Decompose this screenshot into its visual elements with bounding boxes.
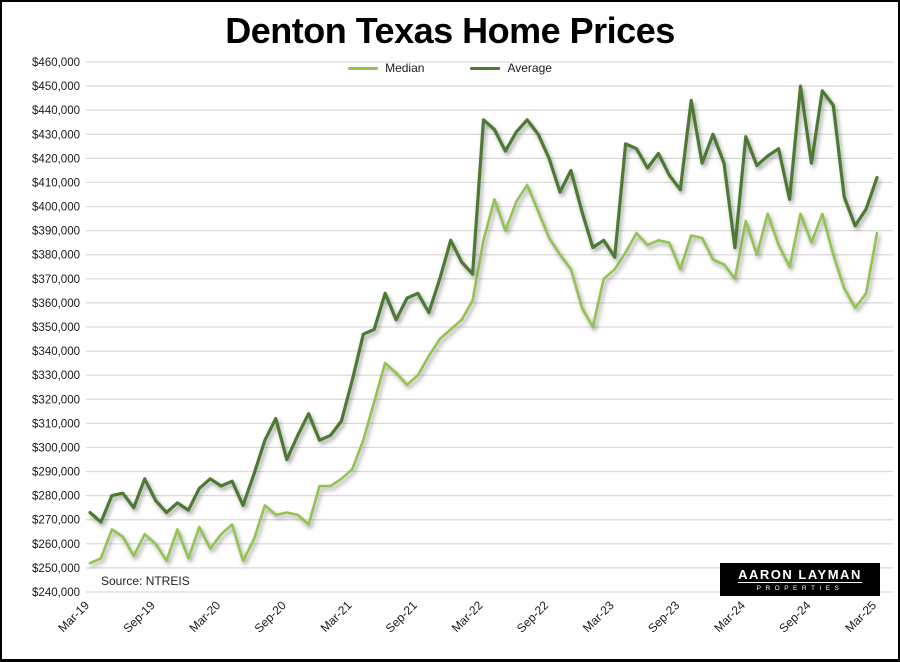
svg-text:Sep-24: Sep-24 [776,598,813,635]
svg-text:$340,000: $340,000 [32,346,80,358]
svg-text:$240,000: $240,000 [32,587,80,599]
svg-text:$380,000: $380,000 [32,250,80,262]
chart-title: Denton Texas Home Prices [225,10,675,51]
svg-text:Sep-20: Sep-20 [252,598,289,635]
svg-text:$460,000: $460,000 [32,57,80,69]
chart-legend: Median Average [348,61,552,75]
x-axis-labels: Mar-19 Sep-19 Mar-20 Sep-20 Mar-21 Sep-21 Mar-… [55,598,879,635]
svg-text:Sep-21: Sep-21 [383,598,420,635]
svg-text:$310,000: $310,000 [32,418,80,430]
svg-text:$270,000: $270,000 [32,515,80,527]
svg-text:$370,000: $370,000 [32,274,80,286]
brand-logo-subtitle: PROPERTIES [756,585,844,592]
svg-text:Mar-21: Mar-21 [318,598,355,635]
svg-text:$290,000: $290,000 [32,467,80,479]
svg-text:$410,000: $410,000 [32,177,80,189]
svg-text:$330,000: $330,000 [32,370,80,382]
brand-logo-name: AARON LAYMAN [738,567,862,583]
series-line-average [88,84,879,524]
y-gridlines [86,61,893,593]
svg-text:$450,000: $450,000 [32,81,80,93]
svg-text:Mar-22: Mar-22 [449,598,486,635]
brand-logo: AARON LAYMAN PROPERTIES [720,563,880,596]
legend-label-median: Median [385,61,425,75]
legend-item-median: Median [348,61,424,75]
svg-text:$350,000: $350,000 [32,322,80,334]
svg-text:$260,000: $260,000 [32,539,80,551]
y-axis-labels: $240,000 $250,000 $260,000 $270,000 $280,000… [32,57,80,599]
svg-text:Mar-25: Mar-25 [842,598,879,635]
legend-label-average: Average [507,61,552,75]
legend-swatch-average-icon [470,66,501,70]
series-line-median [88,183,879,565]
svg-text:$300,000: $300,000 [32,442,80,454]
svg-text:$440,000: $440,000 [32,105,80,117]
svg-text:Sep-23: Sep-23 [645,598,682,635]
svg-text:$280,000: $280,000 [32,491,80,503]
svg-text:Mar-23: Mar-23 [580,598,617,635]
svg-text:Mar-24: Mar-24 [711,598,748,635]
svg-text:$420,000: $420,000 [32,153,80,165]
svg-text:$400,000: $400,000 [32,202,80,214]
legend-swatch-median-icon [348,66,379,70]
svg-text:Mar-19: Mar-19 [55,598,92,635]
source-note: Source: NTREIS [101,574,190,588]
svg-text:$360,000: $360,000 [32,298,80,310]
svg-text:$320,000: $320,000 [32,394,80,406]
svg-text:Sep-22: Sep-22 [514,598,551,635]
legend-item-average: Average [470,61,552,75]
svg-text:$250,000: $250,000 [32,563,80,575]
svg-text:$430,000: $430,000 [32,129,80,141]
svg-text:$390,000: $390,000 [32,226,80,238]
svg-text:Mar-20: Mar-20 [187,598,224,635]
svg-text:Sep-19: Sep-19 [120,598,157,635]
